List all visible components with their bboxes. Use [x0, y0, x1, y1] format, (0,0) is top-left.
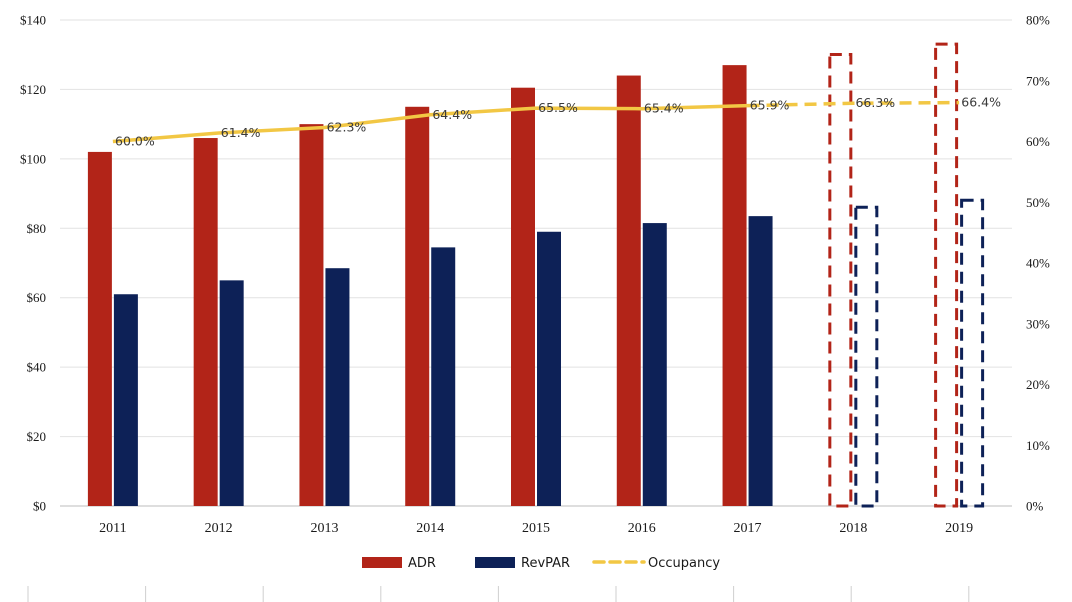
- legend-label-adr: ADR: [408, 556, 436, 571]
- x-axis-tick-label: 2012: [205, 521, 233, 536]
- right-axis-tick-label: 20%: [1026, 377, 1050, 392]
- revpar-bar: [537, 231, 561, 506]
- occupancy-data-label: 62.3%: [327, 120, 367, 135]
- legend-label-revpar: RevPAR: [521, 556, 570, 571]
- revpar-bar: [325, 268, 350, 506]
- adr-bar: [87, 151, 112, 506]
- x-axis-tick-label: 2014: [416, 521, 444, 536]
- right-axis-tick-label: 40%: [1026, 256, 1050, 271]
- occupancy-data-label: 65.5%: [538, 100, 578, 115]
- right-axis-ticks: 0% 10% 20% 30% 40% 50% 60% 70% 80%: [1026, 13, 1050, 514]
- occupancy-line-forecast: [747, 100, 960, 108]
- legend-swatch-revpar: [475, 557, 515, 568]
- occupancy-line-actual: [112, 103, 748, 144]
- adr-bar: [511, 87, 535, 506]
- legend: ADR RevPAR Occupancy: [362, 556, 720, 571]
- left-axis-tick-label: $60: [27, 290, 47, 305]
- adr-bar: [193, 138, 218, 506]
- left-axis-tick-label: $100: [20, 151, 46, 166]
- revpar-bar: [113, 294, 138, 506]
- x-axis-tick-label: 2017: [734, 521, 762, 536]
- right-axis-tick-label: 80%: [1026, 13, 1050, 28]
- x-axis-tick-label: 2011: [99, 521, 126, 536]
- right-axis-tick-label: 70%: [1026, 73, 1050, 88]
- adr-bar-forecast: [828, 52, 853, 508]
- x-axis-tick-label: 2013: [310, 521, 338, 536]
- left-axis-tick-label: $20: [27, 429, 47, 444]
- bars: [87, 42, 985, 508]
- legend-swatch-adr: [362, 557, 402, 568]
- left-axis-tick-label: $0: [33, 499, 46, 514]
- revpar-bar-forecast: [960, 198, 985, 508]
- x-axis-ticks: 2011 2012 2013 2014 2015 2016 2017 2018 2019: [99, 521, 973, 536]
- revpar-bar: [748, 216, 773, 506]
- x-axis-tick-label: 2018: [839, 521, 867, 536]
- adr-bar: [616, 75, 641, 507]
- gridlines: [60, 19, 1012, 507]
- x-axis-tick-label: 2015: [522, 521, 550, 536]
- revpar-bar: [431, 247, 456, 506]
- occupancy-data-label: 65.4%: [644, 101, 684, 116]
- revpar-bar: [642, 223, 667, 507]
- adr-bar-forecast: [934, 42, 959, 508]
- revpar-bar: [219, 280, 244, 506]
- right-axis-tick-label: 30%: [1026, 316, 1050, 331]
- left-axis-ticks: $0 $20 $40 $60 $80 $100 $120 $140: [20, 13, 46, 514]
- revpar-bar-forecast: [854, 205, 879, 508]
- right-axis-tick-label: 10%: [1026, 438, 1050, 453]
- adr-bar: [299, 124, 324, 507]
- bottom-frame-ticks: [27, 586, 970, 602]
- occupancy-data-label: 66.3%: [855, 95, 895, 110]
- right-axis-tick-label: 60%: [1026, 134, 1050, 149]
- occupancy-data-label: 65.9%: [750, 98, 790, 113]
- adr-bar: [722, 65, 747, 506]
- occupancy-line: [112, 100, 960, 144]
- left-axis-tick-label: $140: [20, 13, 46, 28]
- left-axis-tick-label: $80: [27, 221, 47, 236]
- occupancy-labels: 60.0% 61.4% 62.3% 64.4% 65.5% 65.4% 65.9% 66.3%…: [115, 95, 1001, 149]
- occupancy-data-label: 66.4%: [961, 95, 1001, 110]
- right-axis-tick-label: 0%: [1026, 499, 1044, 514]
- legend-label-occupancy: Occupancy: [648, 556, 720, 571]
- occupancy-data-label: 64.4%: [432, 107, 472, 122]
- occupancy-data-label: 60.0%: [115, 134, 155, 149]
- adr-bar: [405, 106, 430, 507]
- left-axis-tick-label: $40: [27, 360, 47, 375]
- x-axis-tick-label: 2016: [628, 521, 656, 536]
- right-axis-tick-label: 50%: [1026, 195, 1050, 210]
- x-axis-tick-label: 2019: [945, 521, 973, 536]
- occupancy-data-label: 61.4%: [221, 125, 261, 140]
- left-axis-tick-label: $120: [20, 82, 46, 97]
